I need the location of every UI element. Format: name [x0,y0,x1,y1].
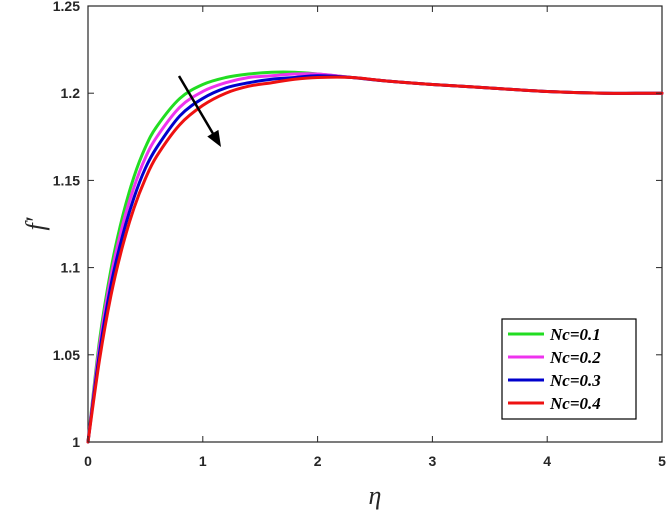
x-tick-label: 3 [429,453,437,469]
legend-label-4: Nc=0.4 [549,394,601,413]
series-line-4 [86,75,664,444]
x-axis-label: η [369,481,382,510]
y-axis-ticks: 1 1.05 1.1 1.15 1.2 1.25 [53,0,662,450]
x-tick-label: 4 [543,453,551,469]
series-curves [86,70,664,444]
legend-label-3: Nc=0.3 [549,371,601,390]
arrow-head [207,129,221,147]
y-tick-label: 1.2 [61,85,81,101]
x-tick-label: 5 [658,453,666,469]
x-tick-label: 2 [314,453,322,469]
x-tick-label: 1 [199,453,207,469]
x-axis-ticks: 0 1 2 3 4 5 [84,6,666,469]
y-tick-label: 1.1 [61,260,81,276]
legend: Nc=0.1 Nc=0.2 Nc=0.3 Nc=0.4 [501,318,637,420]
arrow-shaft [177,75,217,138]
y-axis-label: f′ [21,217,50,230]
legend-label-1: Nc=0.1 [549,325,601,344]
y-tick-label: 1.15 [53,172,80,188]
trend-arrow-annotation [177,75,221,147]
y-tick-label: 1.05 [53,347,80,363]
x-tick-label: 0 [84,453,92,469]
y-tick-label: 1 [72,434,80,450]
legend-label-2: Nc=0.2 [549,348,601,367]
y-tick-label: 1.25 [53,0,80,14]
